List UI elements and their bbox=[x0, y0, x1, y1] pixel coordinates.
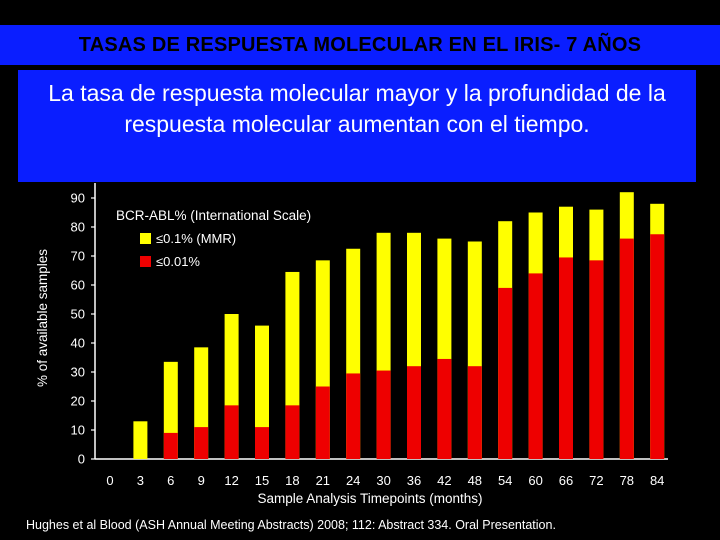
x-tick-label: 42 bbox=[437, 473, 451, 488]
bar-mmr-3 bbox=[133, 421, 148, 459]
bar-cmr-6 bbox=[163, 432, 178, 459]
chart-title: BCR-ABL% (International Scale) bbox=[116, 208, 311, 223]
bar-cmr-66 bbox=[559, 257, 573, 459]
y-tick-label: 80 bbox=[71, 220, 85, 235]
y-tick-label: 60 bbox=[71, 278, 85, 293]
subtitle-box: La tasa de respuesta molecular mayor y l… bbox=[18, 70, 696, 182]
citation: Hughes et al Blood (ASH Annual Meeting A… bbox=[26, 518, 556, 532]
legend-label-cmr: ≤0.01% bbox=[156, 254, 200, 269]
x-tick-label: 66 bbox=[559, 473, 573, 488]
bar-cmr-30 bbox=[376, 370, 391, 459]
bar-cmr-12 bbox=[224, 405, 239, 459]
bar-cmr-24 bbox=[346, 373, 361, 459]
bar-cmr-48 bbox=[467, 366, 482, 459]
x-tick-label: 84 bbox=[650, 473, 664, 488]
x-tick-label: 24 bbox=[346, 473, 360, 488]
x-tick-label: 9 bbox=[198, 473, 205, 488]
x-tick-label: 48 bbox=[468, 473, 482, 488]
bar-cmr-78 bbox=[619, 238, 634, 459]
x-tick-label: 36 bbox=[407, 473, 421, 488]
y-tick-label: 10 bbox=[71, 423, 85, 438]
x-axis-title: Sample Analysis Timepoints (months) bbox=[257, 491, 482, 506]
y-tick-label: 30 bbox=[71, 365, 85, 380]
slide-title-bar: TASAS DE RESPUESTA MOLECULAR EN EL IRIS-… bbox=[0, 25, 720, 65]
x-tick-label: 18 bbox=[285, 473, 299, 488]
x-tick-label: 0 bbox=[106, 473, 113, 488]
legend-swatch-cmr bbox=[140, 256, 151, 267]
bar-cmr-54 bbox=[498, 287, 513, 459]
x-tick-label: 60 bbox=[528, 473, 542, 488]
y-tick-label: 40 bbox=[71, 336, 85, 351]
bar-cmr-42 bbox=[437, 358, 452, 459]
subtitle-text: La tasa de respuesta molecular mayor y l… bbox=[48, 80, 666, 137]
x-tick-label: 21 bbox=[316, 473, 330, 488]
bar-cmr-84 bbox=[650, 234, 665, 459]
y-axis-title: % of available samples bbox=[35, 249, 50, 387]
bar-cmr-72 bbox=[589, 260, 604, 459]
y-tick-label: 70 bbox=[71, 249, 85, 264]
y-tick-label: 50 bbox=[71, 307, 85, 322]
bar-cmr-21 bbox=[315, 386, 330, 459]
x-tick-label: 12 bbox=[224, 473, 238, 488]
slide-title: TASAS DE RESPUESTA MOLECULAR EN EL IRIS-… bbox=[78, 33, 642, 56]
bar-cmr-36 bbox=[407, 366, 421, 459]
x-tick-label: 54 bbox=[498, 473, 512, 488]
bar-cmr-18 bbox=[285, 405, 300, 459]
x-tick-label: 6 bbox=[167, 473, 174, 488]
bar-cmr-60 bbox=[528, 273, 543, 459]
x-tick-label: 15 bbox=[255, 473, 269, 488]
legend-swatch-mmr bbox=[140, 233, 151, 244]
bar-mmr-15 bbox=[255, 325, 269, 459]
bar-cmr-15 bbox=[255, 427, 269, 459]
x-tick-label: 78 bbox=[620, 473, 634, 488]
y-tick-label: 0 bbox=[78, 452, 85, 467]
bar-cmr-9 bbox=[194, 427, 209, 459]
y-tick-label: 90 bbox=[71, 191, 85, 206]
x-tick-label: 72 bbox=[589, 473, 603, 488]
legend-label-mmr: ≤0.1% (MMR) bbox=[156, 231, 236, 246]
x-tick-label: 3 bbox=[137, 473, 144, 488]
y-tick-label: 20 bbox=[71, 394, 85, 409]
x-tick-label: 30 bbox=[376, 473, 390, 488]
